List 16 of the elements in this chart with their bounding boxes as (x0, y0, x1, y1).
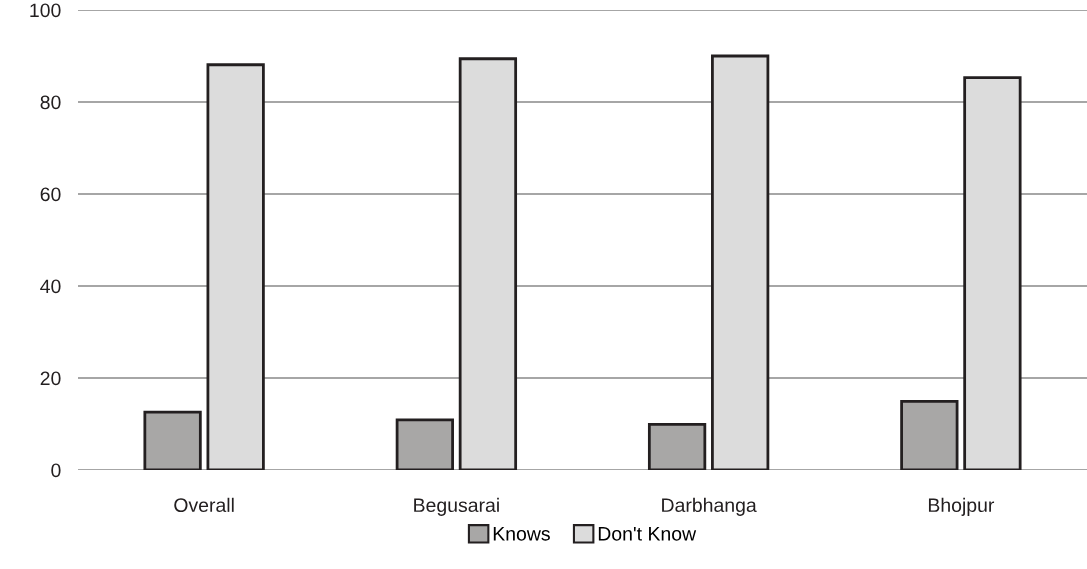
y-tick-label: 60 (40, 187, 61, 202)
bar (963, 76, 1022, 470)
x-tick-label: Bhojpur (928, 497, 995, 516)
y-tick-label: 20 (40, 371, 61, 386)
y-tick-label: 40 (40, 279, 61, 294)
x-tick-label: Darbhanga (662, 497, 757, 516)
y-tick-label: 100 (30, 3, 61, 18)
y-tick-label: 0 (51, 463, 61, 478)
x-tick-label: Overall (174, 497, 234, 513)
bar (458, 57, 518, 470)
bar (206, 63, 265, 470)
x-tick-label: Begusarai (414, 497, 499, 516)
legend-label: Knows (493, 527, 550, 541)
legend-label: Don't Know (598, 527, 697, 541)
y-tick-label: 80 (40, 95, 61, 110)
bar (711, 54, 770, 470)
